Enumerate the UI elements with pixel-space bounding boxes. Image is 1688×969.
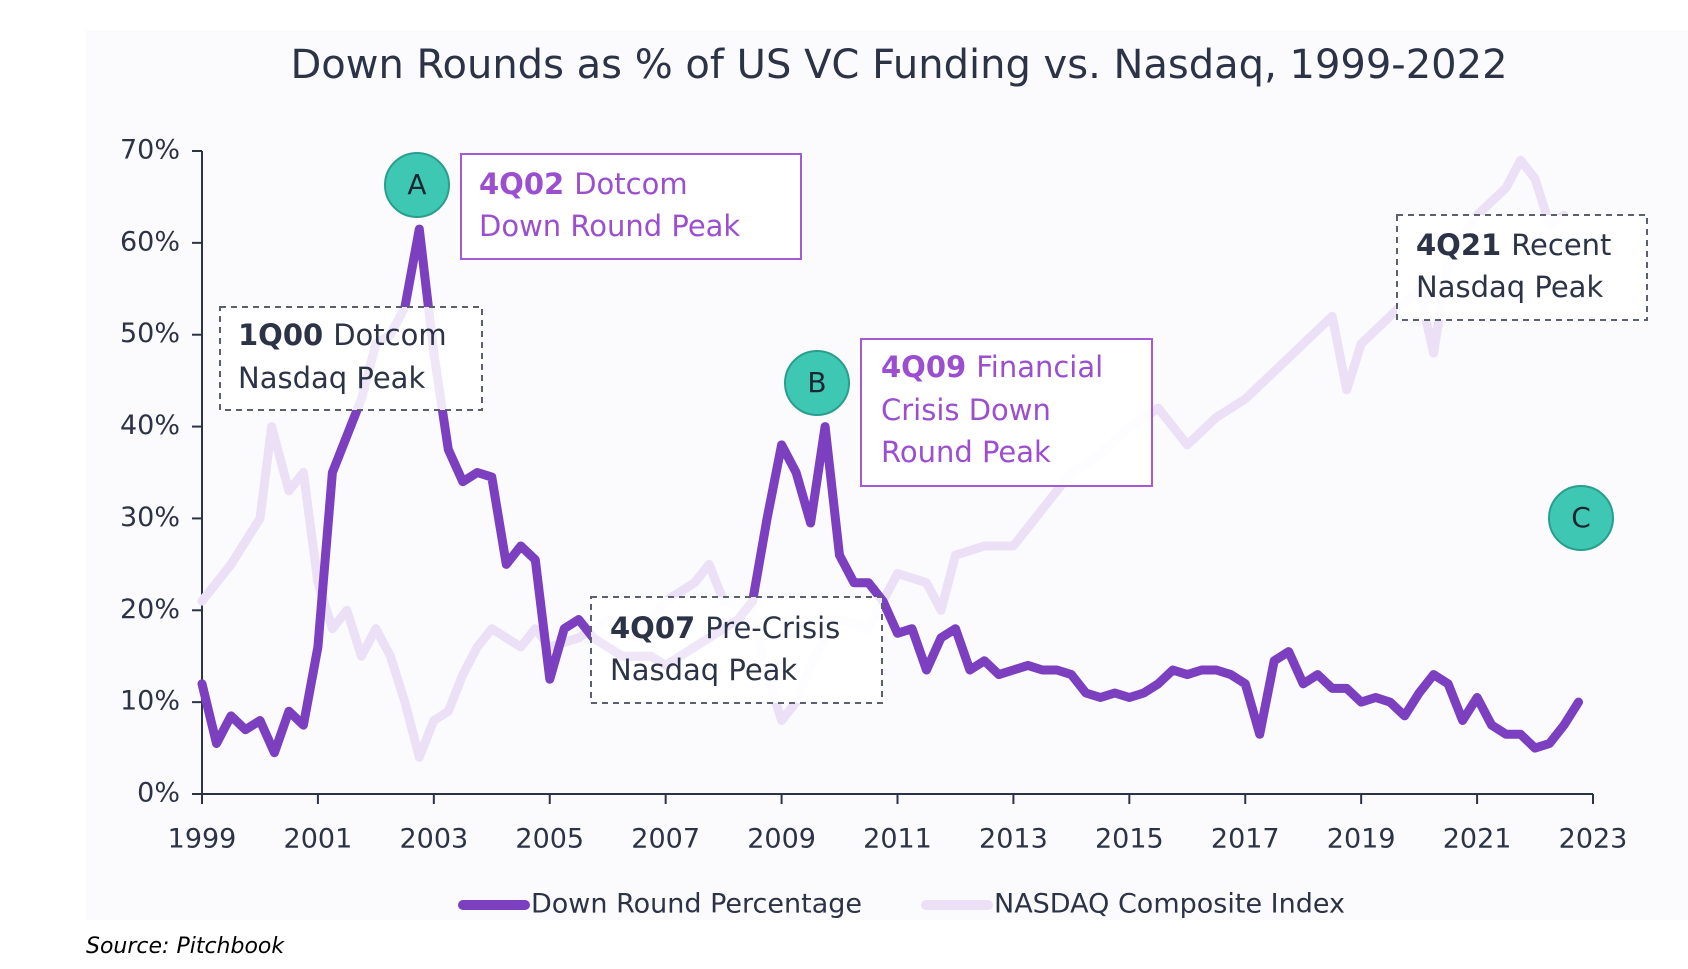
y-tick-label: 30% [120, 502, 180, 533]
x-tick-label: 2021 [1443, 824, 1512, 855]
x-tick-label: 2015 [1095, 824, 1164, 855]
marker-circle [384, 152, 450, 218]
annotation-box [590, 596, 883, 704]
x-tick-label: 2001 [284, 824, 353, 855]
x-tick-label: 2009 [747, 824, 816, 855]
annotation-text: 4Q21 Recent [1416, 228, 1611, 262]
y-tick-label: 60% [120, 226, 180, 257]
x-tick-label: 2023 [1559, 824, 1628, 855]
x-tick-label: 1999 [168, 824, 237, 855]
annotation-line: Pre-Crisis [705, 611, 840, 645]
x-tick-label: 2019 [1327, 824, 1396, 855]
x-tick-label: 2005 [515, 824, 584, 855]
y-tick-label: 10% [120, 686, 180, 717]
marker-label: A [407, 168, 426, 201]
annotation-lead: 4Q09 [881, 350, 966, 384]
annotation-box [460, 153, 802, 260]
legend-label: NASDAQ Composite Index [994, 889, 1345, 920]
annotation-line: Dotcom [574, 167, 687, 201]
y-tick-label: 70% [120, 135, 180, 166]
annotation-box [219, 306, 483, 411]
legend-label: Down Round Percentage [531, 889, 862, 920]
marker-circle [784, 350, 850, 416]
x-tick-label: 2007 [631, 824, 700, 855]
annotation-text: 4Q07 Pre-Crisis [610, 611, 840, 645]
annotation-text: Nasdaq Peak [1416, 270, 1603, 304]
x-tick-label: 2011 [863, 824, 932, 855]
marker-circle [1548, 485, 1614, 551]
y-tick-label: 50% [120, 318, 180, 349]
annotation-lead: 4Q02 [479, 167, 564, 201]
x-tick-label: 2003 [399, 824, 468, 855]
annotation-line: Financial [976, 350, 1103, 384]
annotation-text: Nasdaq Peak [610, 653, 797, 687]
annotation-text: 4Q09 Financial [881, 350, 1103, 384]
annotation-text: Down Round Peak [479, 209, 740, 243]
marker-label: C [1571, 501, 1591, 534]
annotation-lead: 1Q00 [238, 318, 323, 352]
annotation-lead: 4Q21 [1416, 228, 1501, 262]
annotation-text: Crisis Down [881, 393, 1051, 427]
annotation-box [860, 338, 1153, 487]
chart-title: Down Rounds as % of US VC Funding vs. Na… [290, 42, 1507, 88]
y-tick-label: 20% [120, 594, 180, 625]
annotation-text: 1Q00 Dotcom [238, 318, 447, 352]
x-tick-label: 2017 [1211, 824, 1280, 855]
annotation-line: Recent [1511, 228, 1611, 262]
annotation-line: Dotcom [333, 318, 446, 352]
y-tick-label: 40% [120, 410, 180, 441]
x-tick-label: 2013 [979, 824, 1048, 855]
y-tick-label: 0% [137, 778, 180, 809]
marker-label: B [807, 366, 826, 399]
annotation-lead: 4Q07 [610, 611, 695, 645]
annotation-box [1396, 214, 1648, 321]
annotation-text: Nasdaq Peak [238, 361, 425, 395]
annotation-text: 4Q02 Dotcom [479, 167, 688, 201]
source-note: Source: Pitchbook [86, 934, 285, 959]
annotation-text: Round Peak [881, 435, 1051, 469]
